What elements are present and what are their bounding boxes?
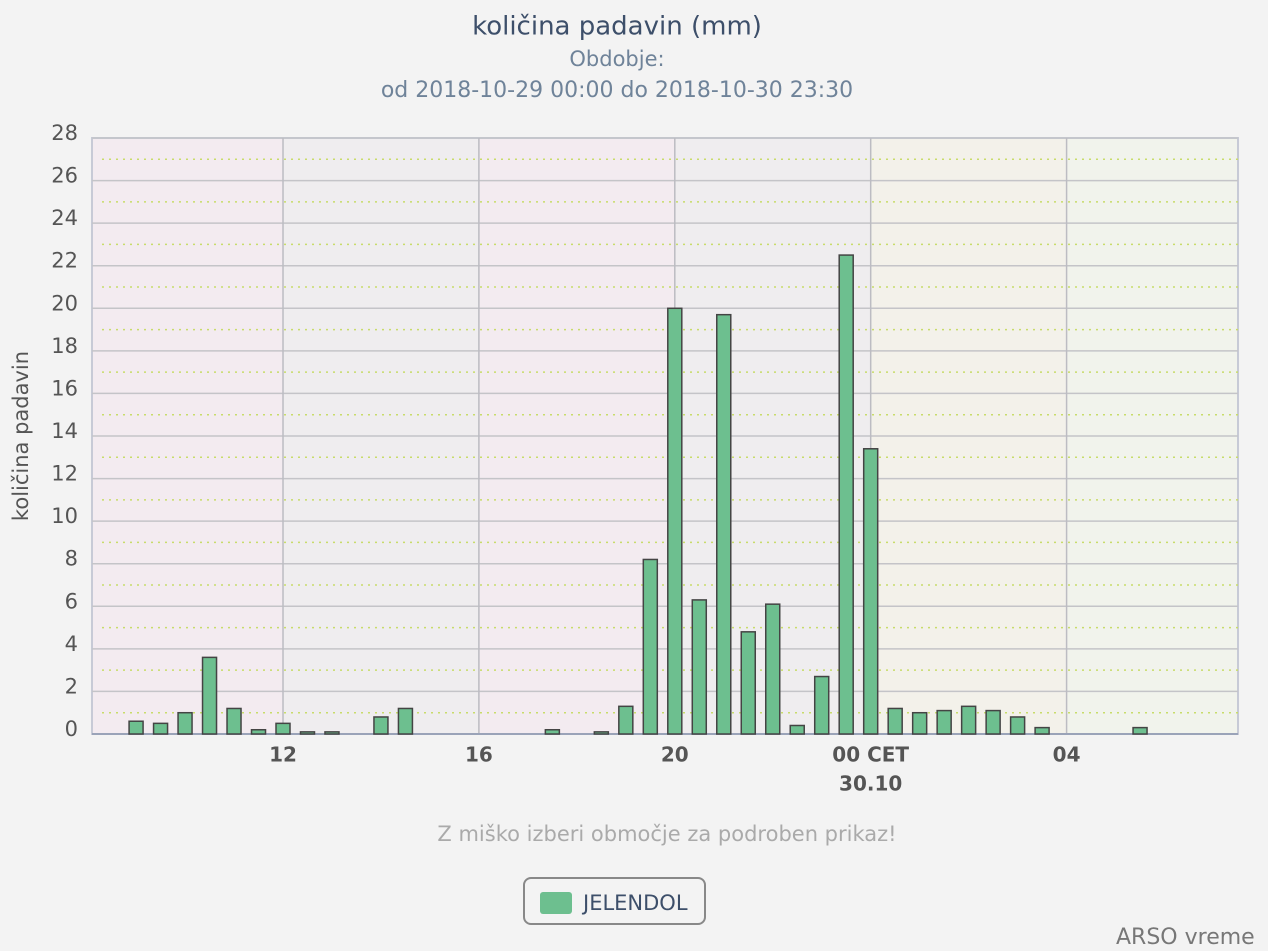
y-tick-label: 10 [51, 504, 78, 528]
y-tick-label: 8 [65, 547, 78, 571]
bar [887, 707, 903, 735]
bar [250, 728, 267, 735]
y-tick-label: 28 [51, 121, 78, 145]
bar [128, 720, 144, 735]
chart-title: količina padavin (mm) [472, 12, 762, 42]
y-tick-label: 24 [51, 206, 78, 230]
y-tick-label: 26 [51, 164, 78, 188]
x-tick-label: 16 [465, 743, 493, 767]
bar [177, 711, 193, 735]
bar [716, 313, 732, 735]
bar [618, 705, 634, 735]
x-tick-label: 00 CET [832, 743, 909, 767]
bar [642, 558, 659, 735]
bar [1132, 726, 1148, 735]
chart-subtitle: od 2018-10-29 00:00 do 2018-10-30 23:30 [381, 78, 853, 103]
bar [985, 709, 1001, 735]
bar [397, 707, 414, 735]
y-tick-label: 22 [51, 249, 78, 273]
bar [813, 675, 830, 735]
y-tick-label: 4 [65, 632, 78, 656]
y-tick-label: 16 [51, 376, 78, 400]
bar [275, 722, 291, 735]
bar [299, 731, 316, 735]
y-tick-label: 0 [65, 717, 78, 741]
bar [667, 307, 683, 735]
bar [838, 254, 854, 735]
bar [789, 724, 805, 735]
bar [740, 631, 757, 735]
bar [152, 722, 169, 735]
bar [764, 603, 781, 735]
bar [911, 711, 928, 735]
bar [1034, 726, 1050, 735]
x-tick-sublabel: 30.10 [839, 772, 902, 796]
legend-swatch [540, 892, 572, 914]
bar [226, 707, 242, 735]
bar [862, 448, 879, 735]
credit: ARSO vreme [1116, 925, 1255, 950]
bar [593, 731, 610, 735]
y-tick-label: 18 [51, 334, 78, 358]
y-tick-label: 6 [65, 589, 78, 613]
y-tick-label: 20 [51, 291, 78, 315]
legend-label: JELENDOL [581, 891, 688, 915]
bar [960, 705, 977, 735]
y-tick-label: 2 [65, 674, 78, 698]
y-axis-label: količina padavin [9, 351, 33, 521]
x-tick-label: 20 [661, 743, 689, 767]
chart-subtitle: Obdobje: [569, 47, 664, 71]
bar [201, 656, 218, 735]
bar [544, 728, 561, 735]
y-tick-label: 14 [51, 419, 78, 443]
bar [1009, 716, 1026, 735]
hint: Z miško izberi območje za podroben prika… [437, 822, 896, 846]
bar [691, 599, 708, 735]
x-tick-label: 12 [269, 743, 297, 767]
bar [324, 731, 340, 735]
y-tick-label: 12 [51, 462, 78, 486]
bar [373, 716, 389, 735]
bar [936, 709, 952, 735]
x-tick-label: 04 [1053, 743, 1081, 767]
